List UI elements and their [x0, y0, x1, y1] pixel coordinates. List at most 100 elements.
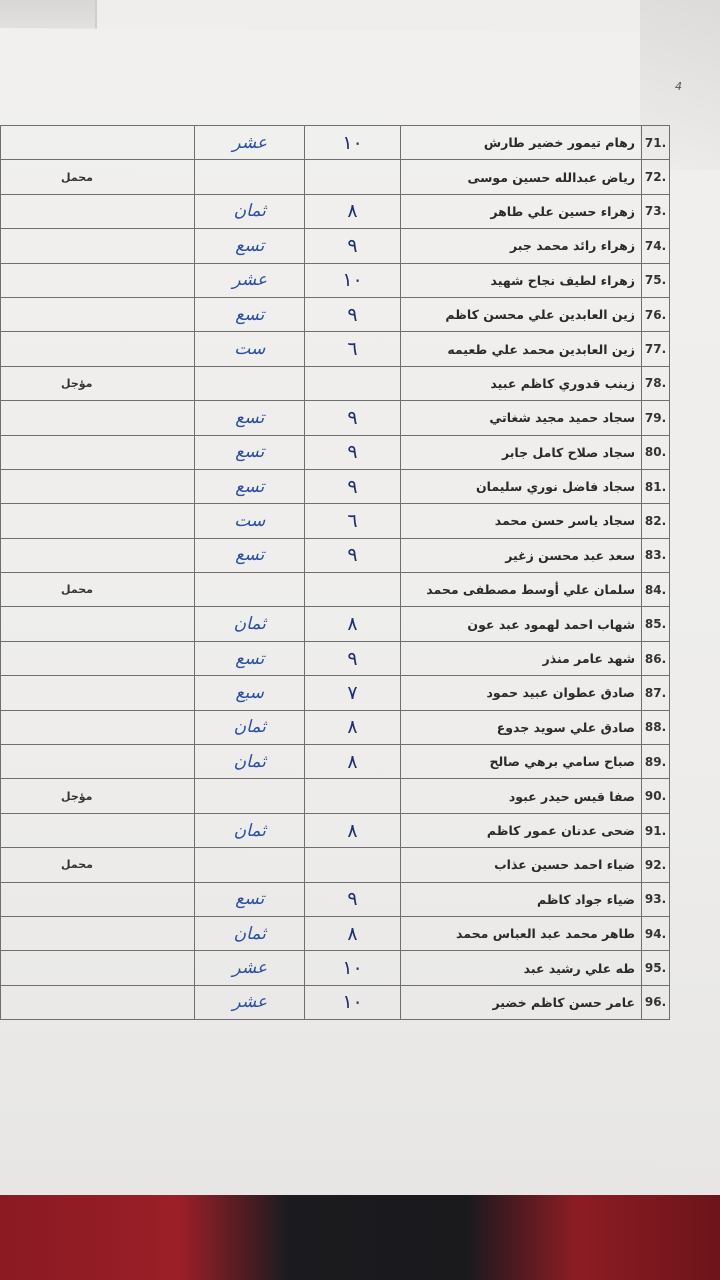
- student-name-cell: زينب قدوري كاظم عبيد: [399, 365, 643, 402]
- grade-digits-cell: ١٠: [304, 950, 401, 986]
- table-row: تسع ٩ زهراء رائد محمد جبر 74.: [0, 228, 670, 264]
- note-cell: مؤجل: [0, 778, 196, 814]
- note-cell: [0, 709, 196, 746]
- student-name-cell: شهاب احمد لهمود عبد عون: [399, 606, 643, 642]
- grade-digits-cell: ٩: [304, 296, 401, 333]
- grade-digits-cell: ٩: [304, 468, 401, 505]
- note-cell: [0, 984, 196, 1021]
- note-cell: [0, 400, 196, 436]
- grade-digits-cell: ٩: [304, 881, 401, 917]
- grade-digits-cell: ١٠: [304, 124, 401, 161]
- table-row: محمل ضياء احمد حسين عذاب 92.: [0, 847, 670, 883]
- grades-table: عشر ١٠ رهام تيمور خضير طارش 71. محمل رياض عبد…: [0, 124, 670, 1021]
- grade-digits-cell: [304, 778, 401, 814]
- note-cell: [0, 228, 196, 264]
- note-cell: محمل: [0, 159, 196, 195]
- grade-words-cell: ثمان: [194, 915, 306, 952]
- note-cell: [0, 537, 196, 574]
- table-row: عشر ١٠ طه علي رشيد عبد 95.: [0, 950, 670, 986]
- note-cell: مؤجل: [0, 365, 196, 402]
- student-name-cell: سجاد ياسر حسن محمد: [399, 503, 643, 539]
- grade-words-cell: ثمان: [194, 193, 306, 230]
- student-name-cell: سجاد فاضل نوري سليمان: [399, 468, 643, 505]
- row-number-cell: 91.: [641, 812, 670, 849]
- student-name-cell: زين العابدين علي محسن كاظم: [399, 296, 643, 333]
- note-cell: [0, 468, 196, 505]
- table-row: ست ٦ زين العابدين محمد علي طعيمه 77.: [0, 331, 670, 367]
- grade-digits-cell: ٩: [304, 400, 401, 436]
- grade-words-cell: ست: [194, 331, 306, 367]
- student-name-cell: زين العابدين محمد علي طعيمه: [399, 331, 643, 367]
- fabric-background: [0, 1195, 720, 1280]
- student-name-cell: ضياء احمد حسين عذاب: [399, 847, 643, 883]
- table-row: محمل سلمان علي أوسط مصطفى محمد 84.: [0, 572, 670, 608]
- note-cell: [0, 744, 196, 780]
- table-row: تسع ٩ زين العابدين علي محسن كاظم 76.: [0, 296, 670, 333]
- grade-words-cell: تسع: [194, 640, 306, 677]
- grade-words-cell: تسع: [194, 296, 306, 333]
- grade-digits-cell: ٨: [304, 709, 401, 746]
- student-name-cell: صادق عطوان عبيد حمود: [399, 675, 643, 711]
- table-row: ثمان ٨ صباح سامي برهي صالح 89.: [0, 744, 670, 780]
- row-number-cell: 95.: [641, 950, 670, 986]
- row-number-cell: 84.: [641, 572, 670, 608]
- note-cell: [0, 606, 196, 642]
- row-number-cell: 88.: [641, 709, 670, 746]
- note-cell: [0, 296, 196, 333]
- table-row: عشر ١٠ زهراء لطيف نجاح شهيد 75.: [0, 262, 670, 298]
- grade-words-cell: تسع: [194, 434, 306, 470]
- note-cell: [0, 434, 196, 470]
- grade-words-cell: تسع: [194, 400, 306, 436]
- row-number-cell: 90.: [641, 778, 670, 814]
- student-name-cell: صادق علي سويد جدوع: [399, 709, 643, 746]
- grade-digits-cell: ٨: [304, 193, 401, 230]
- grade-digits-cell: [304, 365, 401, 402]
- grade-digits-cell: ١٠: [304, 984, 401, 1021]
- grade-words-cell: عشر: [194, 984, 306, 1021]
- row-number-cell: 92.: [641, 847, 670, 883]
- grade-words-cell: تسع: [194, 537, 306, 574]
- student-name-cell: زهراء حسين علي طاهر: [399, 193, 643, 230]
- row-number-cell: 85.: [641, 606, 670, 642]
- student-name-cell: سلمان علي أوسط مصطفى محمد: [399, 572, 643, 608]
- student-name-cell: عامر حسن كاظم خضير: [399, 984, 643, 1021]
- note-cell: [0, 812, 196, 849]
- note-cell: [0, 881, 196, 917]
- grade-words-cell: [194, 572, 306, 608]
- grade-digits-cell: ٨: [304, 812, 401, 849]
- row-number-cell: 89.: [641, 744, 670, 780]
- row-number-cell: 74.: [641, 228, 670, 264]
- grade-words-cell: [194, 365, 306, 402]
- table-row: ثمان ٨ شهاب احمد لهمود عبد عون 85.: [0, 606, 670, 642]
- grade-digits-cell: ٨: [304, 744, 401, 780]
- grade-digits-cell: ٧: [304, 675, 401, 711]
- table-row: ثمان ٨ زهراء حسين علي طاهر 73.: [0, 193, 670, 230]
- row-number-cell: 93.: [641, 881, 670, 917]
- table-row: مؤجل صفا قيس حيدر عبود 90.: [0, 778, 670, 814]
- student-name-cell: صفا قيس حيدر عبود: [399, 778, 643, 814]
- note-cell: [0, 640, 196, 677]
- student-name-cell: طه علي رشيد عبد: [399, 950, 643, 986]
- row-number-cell: 79.: [641, 400, 670, 436]
- row-number-cell: 78.: [641, 365, 670, 402]
- grade-words-cell: عشر: [194, 950, 306, 986]
- row-number-cell: 81.: [641, 468, 670, 505]
- student-name-cell: زهراء لطيف نجاح شهيد: [399, 262, 643, 298]
- grade-digits-cell: ٨: [304, 915, 401, 952]
- student-name-cell: رهام تيمور خضير طارش: [399, 124, 643, 161]
- note-cell: [0, 193, 196, 230]
- grade-words-cell: [194, 847, 306, 883]
- student-name-cell: ضحى عدنان عمور كاظم: [399, 812, 643, 849]
- grade-words-cell: ثمان: [194, 606, 306, 642]
- student-name-cell: طاهر محمد عبد العباس محمد: [399, 915, 643, 952]
- grade-digits-cell: ٨: [304, 606, 401, 642]
- grade-words-cell: [194, 159, 306, 195]
- grade-words-cell: عشر: [194, 262, 306, 298]
- table-row: ثمان ٨ طاهر محمد عبد العباس محمد 94.: [0, 915, 670, 952]
- grade-digits-cell: [304, 572, 401, 608]
- page-number: 4: [675, 80, 682, 93]
- row-number-cell: 94.: [641, 915, 670, 952]
- table-row: مؤجل زينب قدوري كاظم عبيد 78.: [0, 365, 670, 402]
- note-cell: [0, 331, 196, 367]
- table-row: تسع ٩ شهد عامر منذر 86.: [0, 640, 670, 677]
